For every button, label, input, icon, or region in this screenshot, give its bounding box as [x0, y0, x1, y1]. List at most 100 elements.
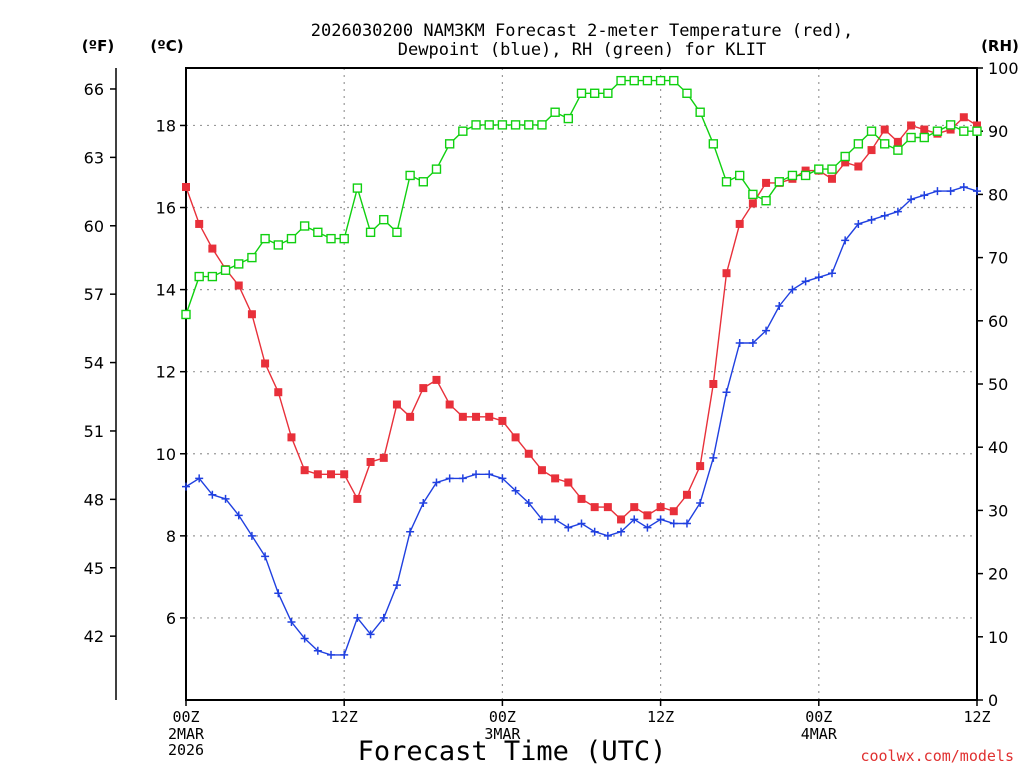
dewpoint-point: [709, 453, 718, 462]
rh-point: [220, 265, 231, 275]
rh-point: [972, 126, 982, 136]
dewpoint-point: [867, 215, 876, 224]
celsius-tick-label: 14: [156, 281, 176, 300]
temperature-point: [735, 219, 744, 228]
rh-line: [185, 79, 977, 315]
rh-point: [787, 170, 798, 181]
rh-tick-label: 100: [988, 59, 1019, 78]
rh-point: [194, 271, 204, 282]
dewpoint-point: [419, 499, 428, 508]
celsius-tick-label: 16: [156, 199, 176, 218]
temperature-point: [893, 137, 902, 146]
dewpoint-point: [313, 646, 322, 655]
dewpoint-point: [432, 478, 441, 487]
rh-point: [365, 227, 376, 238]
temperature-point: [458, 412, 467, 421]
rh-point: [853, 139, 864, 149]
rh-tick-label: 20: [988, 565, 1008, 584]
rh-unit-label: (RH): [981, 37, 1019, 55]
dewpoint-point: [445, 474, 454, 483]
rh-tick-label: 40: [988, 438, 1008, 457]
rh-point: [379, 214, 389, 225]
celsius-tick-label: 6: [166, 609, 176, 628]
dewpoint-point: [933, 187, 942, 196]
dewpoint-point: [511, 486, 520, 495]
dewpoint-point: [617, 527, 626, 536]
temperature-point: [867, 146, 876, 155]
temperature-point: [577, 494, 586, 503]
dewpoint-point: [340, 650, 349, 659]
dewpoint-point: [920, 191, 929, 200]
dewpoint-point: [261, 552, 270, 561]
x-tick-date-label: 2MAR: [168, 725, 205, 743]
dewpoint-point: [946, 187, 955, 196]
dewpoint-point: [788, 285, 797, 294]
rh-point: [247, 252, 257, 263]
rh-tick-label: 30: [988, 501, 1008, 520]
temperature-point: [287, 433, 296, 442]
dewpoint-point: [630, 515, 639, 524]
dewpoint-point: [208, 490, 217, 499]
x-tick-date-label: 3MAR: [484, 725, 521, 743]
dewpoint-point: [854, 219, 863, 228]
fahrenheit-tick-label: 54: [84, 354, 104, 373]
dewpoint-point: [221, 494, 230, 503]
dewpoint-point: [195, 474, 204, 483]
rh-point: [880, 139, 890, 149]
dewpoint-point: [564, 523, 573, 532]
series-layer: [181, 75, 982, 659]
rh-tick-label: 90: [988, 122, 1008, 141]
temperature-point: [195, 219, 204, 228]
dewpoint-point: [366, 630, 375, 639]
temperature-point: [300, 466, 309, 475]
temperature-point: [208, 244, 217, 253]
dewpoint-point: [274, 589, 283, 598]
dewpoint-point: [814, 273, 823, 282]
x-tick-label: 00Z: [489, 708, 516, 726]
temperature-point: [841, 158, 850, 167]
dewpoint-point: [775, 302, 784, 311]
rh-point: [273, 240, 283, 250]
rh-point: [642, 75, 653, 86]
temperature-point: [564, 478, 573, 487]
rh-point: [444, 139, 455, 149]
rh-tick-label: 80: [988, 185, 1008, 204]
temperature-point: [498, 416, 507, 425]
rh-point: [866, 126, 877, 136]
dewpoint-line: [185, 186, 978, 656]
rh-point: [814, 164, 824, 174]
fahrenheit-tick-label: 42: [84, 627, 104, 646]
x-tick-date-label: 4MAR: [801, 725, 838, 743]
fahrenheit-tick-label: 51: [84, 422, 104, 441]
fahrenheit-tick-label: 45: [84, 559, 104, 578]
chart-title-line2: Dewpoint (blue), RH (green) for KLIT: [398, 40, 766, 60]
rh-point: [800, 170, 811, 181]
dewpoint-point: [182, 482, 190, 491]
temperature-point: [590, 503, 599, 512]
temperature-point: [696, 462, 705, 471]
rh-point: [431, 164, 442, 174]
temperature-point: [419, 384, 428, 393]
temperature-point: [959, 113, 968, 122]
temperature-point: [379, 453, 388, 462]
temperature-point: [432, 375, 441, 384]
dewpoint-point: [234, 511, 243, 520]
rh-point: [510, 120, 521, 130]
fahrenheit-tick-label: 48: [84, 490, 104, 509]
temperature-point: [485, 412, 494, 421]
rh-point: [748, 189, 758, 200]
temperature-point: [261, 359, 270, 368]
temperature-point: [353, 494, 362, 503]
dewpoint-point: [696, 499, 705, 508]
rh-point: [827, 164, 837, 174]
rh-point: [299, 221, 310, 231]
rh-point: [893, 145, 903, 155]
temperature-point: [247, 310, 256, 319]
rh-point: [181, 309, 191, 320]
rh-point: [326, 233, 336, 244]
dewpoint-point: [524, 499, 533, 508]
rh-tick-label: 70: [988, 249, 1008, 268]
dewpoint-point: [880, 211, 889, 220]
